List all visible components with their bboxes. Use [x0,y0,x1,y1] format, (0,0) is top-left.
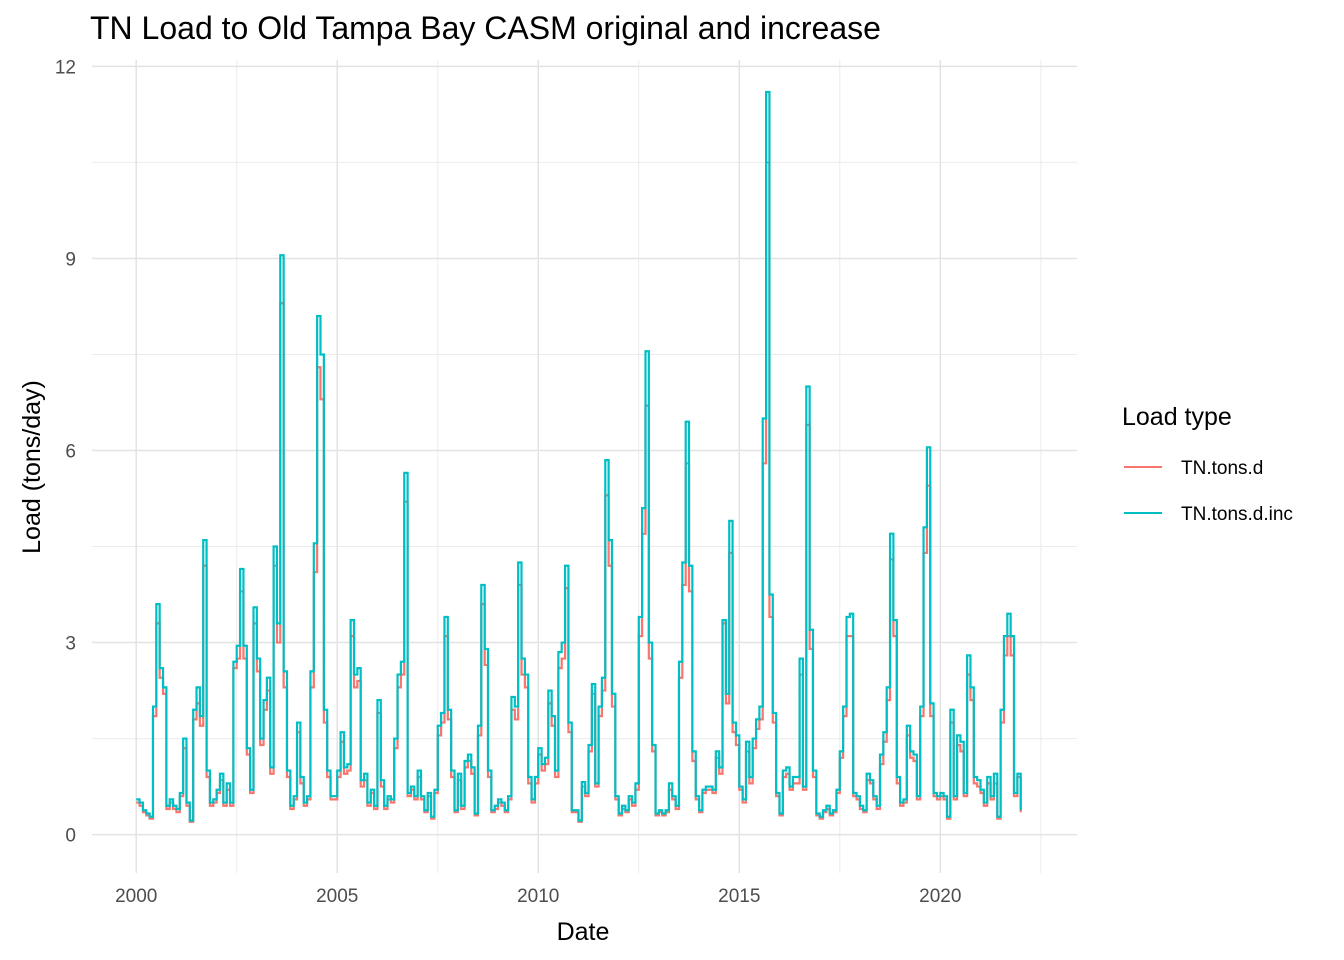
x-tick-label: 2020 [919,886,961,907]
y-tick-label: 6 [65,441,76,462]
x-tick-label: 2010 [517,886,559,907]
tick-labels: 2000 2005 2010 2015 2020 0 3 6 9 12 [55,57,962,907]
series-line-tn-tons-d [136,161,1022,823]
y-tick-label: 12 [55,57,76,78]
legend: Load type TN.tons.d TN.tons.d.inc [1122,403,1293,525]
x-tick-label: 2005 [316,886,358,907]
x-tick-label: 2000 [115,886,157,907]
y-tick-label: 9 [65,249,76,270]
grid-lines [92,60,1077,873]
legend-label-tn-tons-d: TN.tons.d [1181,458,1263,479]
y-tick-label: 0 [65,826,76,847]
chart-title: TN Load to Old Tampa Bay CASM original a… [90,10,881,46]
series-lines [136,90,1022,823]
y-axis-title: Load (tons/day) [18,380,46,554]
x-axis-title: Date [557,918,610,946]
series-line-tn-tons-d-inc [136,90,1022,822]
legend-label-tn-tons-d-inc: TN.tons.d.inc [1181,504,1293,525]
y-tick-label: 3 [65,634,76,655]
legend-title: Load type [1122,403,1232,431]
x-tick-label: 2015 [718,886,760,907]
